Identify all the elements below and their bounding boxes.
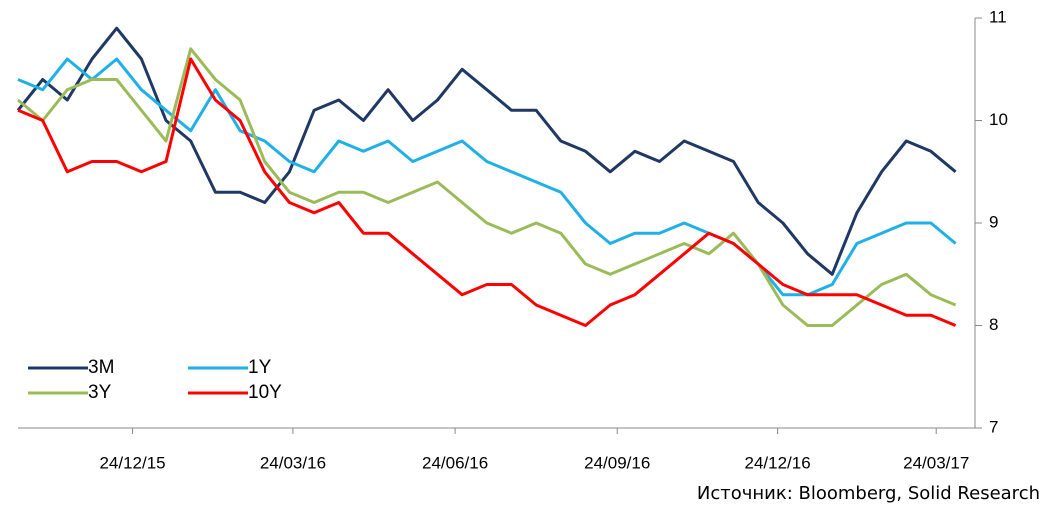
legend-label: 10Y [248, 382, 282, 403]
legend-label: 1Y [248, 357, 272, 378]
x-tick-label: 24/03/16 [260, 453, 326, 472]
x-tick-label: 24/06/16 [422, 453, 488, 472]
y-tick-label: 7 [989, 417, 998, 436]
legend-label: 3M [88, 357, 114, 378]
x-tick-label: 24/03/17 [903, 453, 969, 472]
x-tick-label: 24/12/15 [99, 453, 165, 472]
y-tick-label: 10 [989, 110, 1008, 129]
y-tick-label: 8 [989, 315, 998, 334]
x-tick-label: 24/12/16 [745, 453, 811, 472]
series-line [17, 47, 957, 327]
series-line [16, 26, 957, 276]
y-tick-label: 9 [989, 212, 998, 231]
x-tick-label: 24/09/16 [584, 453, 650, 472]
source: Источник: Bloomberg, Solid Research [697, 483, 1040, 504]
series-line [17, 57, 957, 327]
series-line [17, 57, 957, 297]
legend-label: 3Y [88, 382, 112, 403]
y-tick-label: 11 [989, 7, 1007, 26]
